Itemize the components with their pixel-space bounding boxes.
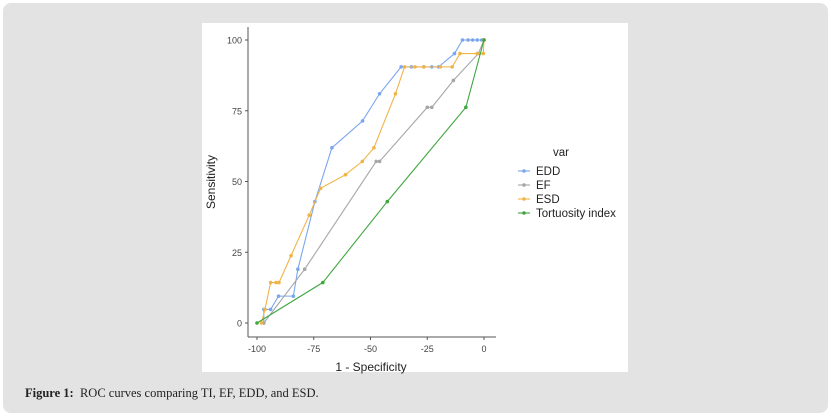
data-point	[458, 51, 462, 56]
data-point	[291, 294, 296, 298]
data-point	[372, 146, 376, 150]
data-point	[429, 105, 434, 110]
y-tick-label: 0	[237, 319, 242, 329]
data-point	[302, 267, 307, 272]
data-point	[377, 91, 382, 96]
y-tick-label: 25	[232, 248, 242, 258]
data-point	[393, 91, 398, 96]
caption-text: ROC curves comparing TI, EF, EDD, and ES…	[79, 386, 319, 400]
chart-panel	[202, 23, 628, 372]
legend-key-point	[522, 197, 526, 201]
series-line-1	[263, 39, 485, 324]
data-point	[263, 307, 267, 312]
data-point	[450, 65, 455, 69]
data-point	[268, 307, 273, 312]
data-point	[451, 78, 456, 83]
data-point	[330, 146, 334, 150]
data-point	[402, 65, 407, 69]
y-tick-label: 100	[227, 36, 242, 46]
data-point	[481, 51, 486, 56]
data-point	[268, 280, 273, 285]
data-point	[360, 119, 365, 123]
data-point	[385, 199, 390, 204]
data-point	[466, 38, 470, 42]
data-point	[277, 280, 281, 285]
legend-key-point	[522, 211, 526, 215]
data-point	[438, 65, 443, 69]
x-tick-label: -75	[307, 344, 320, 354]
data-point	[259, 321, 264, 325]
x-tick-label: 0	[481, 344, 486, 354]
data-point	[399, 65, 403, 69]
x-tick-label: -50	[364, 344, 377, 354]
legend-key-point	[522, 183, 526, 187]
data-point	[482, 38, 486, 42]
y-tick-label: 75	[232, 106, 242, 116]
y-axis-label: Sensitivity	[204, 155, 218, 209]
data-point	[343, 172, 348, 177]
data-point	[413, 65, 417, 69]
data-point	[374, 159, 378, 164]
data-point	[460, 38, 465, 42]
data-point	[475, 51, 479, 56]
legend-title: var	[553, 147, 569, 159]
data-point	[276, 294, 281, 298]
series-line-2	[261, 39, 485, 324]
data-point	[274, 280, 278, 285]
x-tick-label: -25	[421, 344, 434, 354]
series-line-3	[256, 39, 485, 324]
data-point	[289, 253, 293, 258]
data-point	[318, 186, 323, 191]
data-point	[255, 321, 259, 325]
series-line-0	[263, 39, 484, 323]
data-point	[321, 280, 325, 285]
data-point	[425, 105, 430, 110]
data-point	[475, 38, 479, 42]
data-point	[470, 38, 475, 42]
x-axis-label: 1 - Specificity	[335, 360, 406, 374]
data-point	[422, 65, 426, 69]
data-point	[452, 51, 457, 56]
data-point	[360, 159, 365, 164]
figure-caption: Figure 1: ROC curves comparing TI, EF, E…	[25, 386, 319, 401]
data-point	[296, 267, 300, 272]
y-tick-label: 50	[232, 177, 242, 187]
caption-label: Figure 1:	[25, 386, 74, 400]
x-tick-label: -100	[248, 344, 266, 354]
data-point	[377, 159, 382, 164]
legend-label: Tortuosity index	[536, 208, 616, 220]
legend-label: EF	[536, 180, 551, 192]
legend-key-point	[522, 169, 526, 173]
legend-label: ESD	[536, 194, 560, 206]
legend-label: EDD	[536, 166, 560, 178]
data-point	[307, 213, 312, 217]
data-point	[464, 105, 468, 110]
